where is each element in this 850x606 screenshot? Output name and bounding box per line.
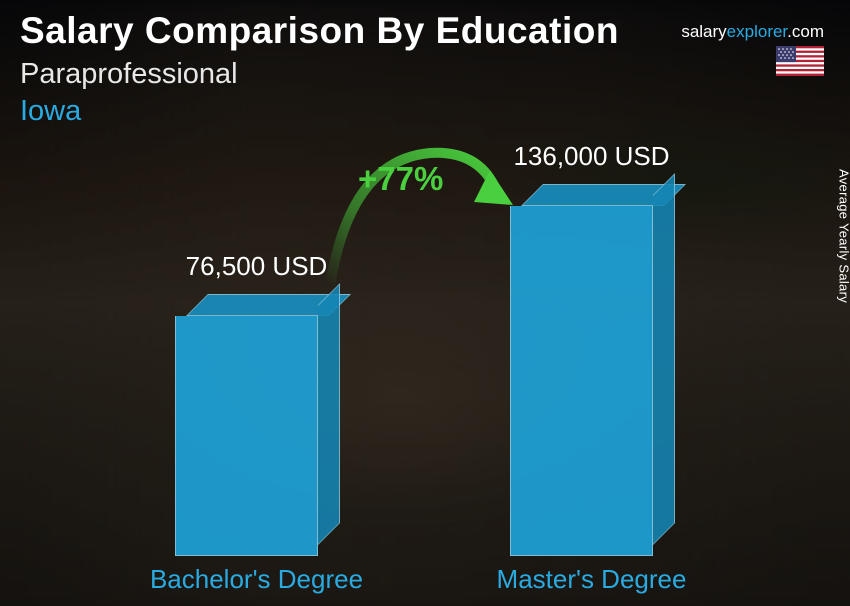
y-axis-label: Average Yearly Salary — [837, 169, 850, 303]
bar-front — [175, 316, 318, 556]
growth-arrow-icon — [0, 0, 850, 456]
bar-category-label: Bachelor's Degree — [135, 564, 378, 595]
bar-value-label: 76,500 USD — [160, 251, 353, 282]
bar-chart: +77% 76,500 USDBachelor's Degree136,000 … — [0, 150, 850, 606]
bar-value-label: 136,000 USD — [495, 141, 688, 172]
bar-category-label: Master's Degree — [470, 564, 713, 595]
bar-front — [510, 206, 653, 556]
bar-side — [318, 283, 340, 545]
bar-side — [653, 173, 675, 545]
percentage-delta: +77% — [358, 160, 443, 198]
